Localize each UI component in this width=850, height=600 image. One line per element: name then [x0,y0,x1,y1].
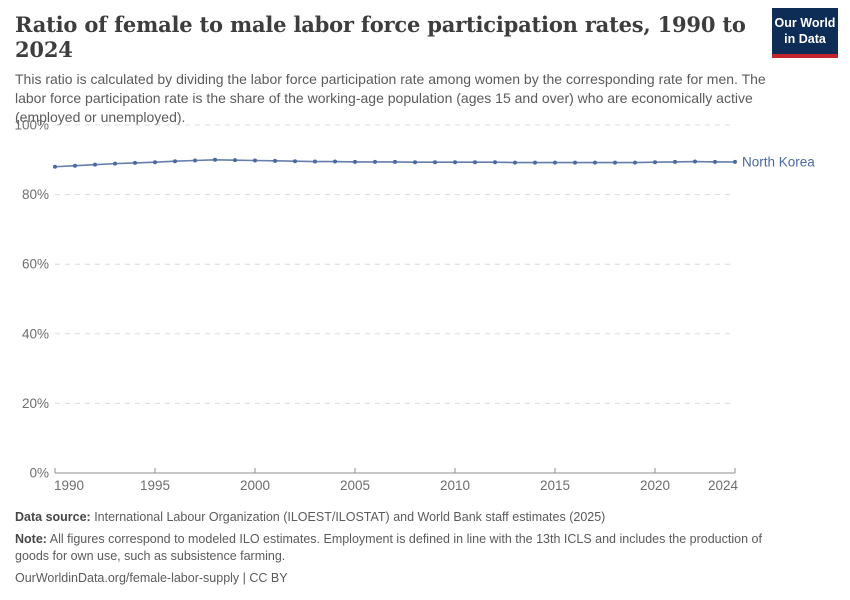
y-tick-label: 40% [22,326,49,341]
data-point [673,159,677,164]
data-point [313,159,317,164]
data-point [493,160,497,165]
y-tick-label: 100% [14,118,49,133]
chart-header: Ratio of female to male labor force part… [15,12,766,126]
data-point [73,163,77,168]
data-point [93,162,97,167]
x-tick-label: 2020 [640,478,670,493]
note-label: Note: [15,532,47,546]
owid-logo-line2: in Data [784,32,826,47]
y-tick-label: 20% [22,396,49,411]
x-tick-label: 2010 [440,478,470,493]
note-text: All figures correspond to modeled ILO es… [15,532,762,563]
data-point [613,160,617,165]
chart-subtitle: This ratio is calculated by dividing the… [15,71,766,125]
data-point [593,160,597,165]
citation-line: OurWorldinData.org/female-labor-supply |… [15,571,288,585]
series-end-label: North Korea [742,154,815,169]
data-point [153,160,157,165]
owid-logo-line1: Our World [774,16,836,30]
data-point [533,160,537,165]
data-point [113,161,117,166]
x-tick-label: 1995 [140,478,170,493]
data-point [553,160,557,165]
y-tick-label: 80% [22,187,49,202]
y-tick-label: 60% [22,257,49,272]
data-source-text: International Labour Organization (ILOES… [90,510,606,524]
data-point [273,158,277,163]
data-point [693,159,697,164]
data-point [473,160,477,165]
note-line: Note: All figures correspond to modeled … [15,531,793,565]
chart-title: Ratio of female to male labor force part… [15,12,746,63]
data-point [133,160,137,165]
data-point [713,159,717,164]
data-point [633,160,637,165]
data-point [173,159,177,164]
x-tick-label: 2024 [708,478,739,493]
data-point [513,160,517,165]
data-point [333,159,337,164]
data-point [233,158,237,163]
y-tick-label: 0% [29,466,49,481]
owid-logo[interactable]: Our World in Data [772,8,838,58]
data-point [413,160,417,165]
data-point [193,158,197,163]
chart-footer: Data source: International Labour Organi… [15,509,793,592]
data-point [353,159,357,164]
x-tick-label: 2015 [540,478,570,493]
data-point [53,164,57,169]
data-point [213,157,217,162]
x-tick-label: 2005 [340,478,370,493]
data-point [453,160,457,165]
data-source-line: Data source: International Labour Organi… [15,509,793,526]
data-point [293,159,297,164]
data-point [573,160,577,165]
data-point [653,160,657,165]
data-point [373,159,377,164]
data-point [733,159,737,164]
x-tick-label: 2000 [240,478,270,493]
data-source-label: Data source: [15,510,91,524]
data-point [433,160,437,165]
x-tick-label: 1990 [54,478,84,493]
data-point [393,159,397,164]
data-point [253,158,257,163]
